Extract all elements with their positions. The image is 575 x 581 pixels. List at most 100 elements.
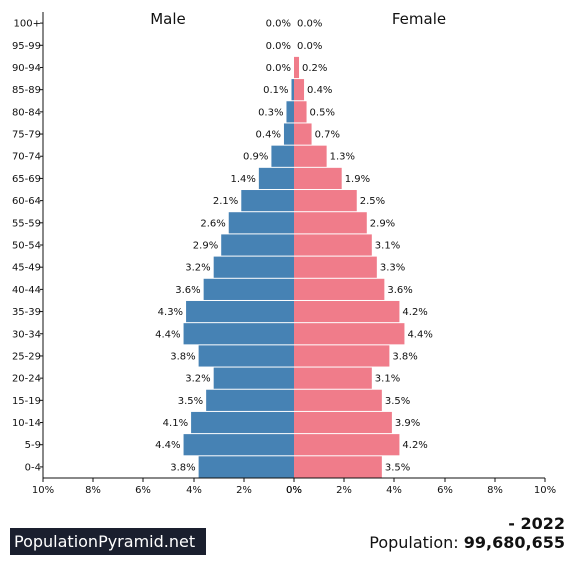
bar-label-male: 0.0% bbox=[266, 19, 291, 30]
x-tick-label: 0% bbox=[286, 485, 302, 496]
bar-male bbox=[183, 434, 294, 456]
age-label: 75-79 bbox=[12, 130, 41, 141]
bar-male bbox=[213, 367, 294, 389]
x-tick-label: 2% bbox=[336, 485, 352, 496]
bar-male bbox=[186, 300, 294, 323]
bar-label-male: 0.9% bbox=[243, 152, 268, 163]
bar-female bbox=[294, 389, 382, 411]
age-label: 45-49 bbox=[12, 263, 41, 274]
x-tick-label: 4% bbox=[186, 485, 202, 496]
bar-label-female: 0.7% bbox=[315, 130, 340, 141]
bar-female bbox=[294, 323, 405, 345]
bar-label-male: 0.3% bbox=[258, 107, 283, 118]
bar-label-female: 3.1% bbox=[375, 374, 400, 385]
bar-label-female: 3.3% bbox=[380, 263, 405, 274]
bar-female bbox=[294, 345, 390, 367]
age-label: 25-29 bbox=[12, 351, 41, 362]
year-label: - 2022 bbox=[508, 514, 565, 533]
x-tick-label: 0% bbox=[286, 485, 302, 496]
bar-label-female: 4.4% bbox=[407, 329, 432, 340]
bar-label-female: 3.6% bbox=[387, 285, 412, 296]
bar-female bbox=[294, 300, 400, 323]
x-tick-label: 10% bbox=[534, 485, 556, 496]
bar-female bbox=[294, 145, 327, 167]
bar-female bbox=[294, 167, 342, 190]
bar-label-male: 4.4% bbox=[155, 329, 180, 340]
population-value: 99,680,655 bbox=[463, 533, 565, 552]
bar-label-female: 3.8% bbox=[392, 351, 417, 362]
age-label: 5-9 bbox=[25, 440, 41, 451]
bar-female bbox=[294, 434, 400, 456]
bar-label-female: 4.2% bbox=[402, 440, 427, 451]
bar-label-male: 2.9% bbox=[193, 241, 218, 252]
bar-label-female: 0.4% bbox=[307, 85, 332, 96]
bar-label-male: 0.1% bbox=[263, 85, 288, 96]
bar-label-male: 0.0% bbox=[266, 63, 291, 74]
x-tick-label: 6% bbox=[437, 485, 453, 496]
bar-label-male: 3.8% bbox=[170, 462, 195, 473]
bar-female bbox=[294, 212, 367, 234]
bar-male bbox=[203, 278, 294, 300]
age-label: 0-4 bbox=[25, 462, 41, 473]
bar-label-male: 4.3% bbox=[158, 307, 183, 318]
bar-label-male: 4.1% bbox=[163, 418, 188, 429]
bar-male bbox=[198, 345, 294, 367]
bar-female bbox=[294, 101, 307, 123]
bar-female bbox=[294, 79, 305, 101]
age-label: 10-14 bbox=[12, 418, 41, 429]
bar-male bbox=[206, 389, 294, 411]
bar-label-female: 2.9% bbox=[370, 218, 395, 229]
bar-label-male: 0.4% bbox=[256, 130, 281, 141]
age-label: 95-99 bbox=[12, 41, 41, 52]
bar-label-female: 0.5% bbox=[310, 107, 335, 118]
bar-label-female: 1.3% bbox=[330, 152, 355, 163]
bar-male bbox=[183, 323, 294, 345]
bar-female bbox=[294, 367, 372, 389]
series-heading-female: Female bbox=[392, 10, 446, 28]
bar-male bbox=[271, 145, 294, 167]
age-label: 55-59 bbox=[12, 218, 41, 229]
bar-label-male: 3.5% bbox=[178, 396, 203, 407]
bar-label-female: 1.9% bbox=[345, 174, 370, 185]
bar-male bbox=[228, 212, 294, 234]
x-tick-label: 10% bbox=[32, 485, 54, 496]
bar-label-male: 2.6% bbox=[200, 218, 225, 229]
bar-label-male: 3.2% bbox=[185, 374, 210, 385]
bar-label-female: 3.5% bbox=[385, 462, 410, 473]
bar-male bbox=[198, 456, 294, 478]
bar-label-male: 3.2% bbox=[185, 263, 210, 274]
bar-label-female: 0.0% bbox=[297, 19, 322, 30]
bar-label-female: 0.2% bbox=[302, 63, 327, 74]
bar-label-male: 2.1% bbox=[213, 196, 238, 207]
brand-badge[interactable]: PopulationPyramid.net bbox=[10, 528, 206, 555]
bar-male bbox=[258, 167, 294, 190]
bar-female bbox=[294, 411, 392, 434]
bar-female bbox=[294, 256, 377, 278]
bar-label-male: 4.4% bbox=[155, 440, 180, 451]
bar-label-male: 0.0% bbox=[266, 41, 291, 52]
age-label: 90-94 bbox=[12, 63, 41, 74]
population-total: Population: 99,680,655 bbox=[369, 533, 565, 552]
age-label: 100+ bbox=[14, 19, 41, 30]
age-label: 20-24 bbox=[12, 374, 41, 385]
bar-label-female: 3.1% bbox=[375, 241, 400, 252]
bar-male bbox=[286, 101, 294, 123]
bar-label-female: 2.5% bbox=[360, 196, 385, 207]
x-tick-label: 2% bbox=[236, 485, 252, 496]
bar-male bbox=[191, 411, 294, 434]
bar-female bbox=[294, 234, 372, 256]
age-label: 60-64 bbox=[12, 196, 41, 207]
bar-female bbox=[294, 278, 385, 300]
x-tick-label: 6% bbox=[135, 485, 151, 496]
bar-male bbox=[283, 123, 294, 145]
bar-male bbox=[241, 190, 294, 212]
age-label: 30-34 bbox=[12, 329, 41, 340]
bar-label-male: 1.4% bbox=[230, 174, 255, 185]
age-label: 40-44 bbox=[12, 285, 41, 296]
bar-label-female: 3.9% bbox=[395, 418, 420, 429]
age-label: 50-54 bbox=[12, 241, 41, 252]
population-pyramid-chart: Male Female 100+ 0.0% 0.0% 95-99 0.0% 0.0% 90-94… bbox=[12, 10, 556, 496]
bar-label-female: 4.2% bbox=[402, 307, 427, 318]
x-tick-label: 8% bbox=[85, 485, 101, 496]
bar-female bbox=[294, 56, 300, 79]
